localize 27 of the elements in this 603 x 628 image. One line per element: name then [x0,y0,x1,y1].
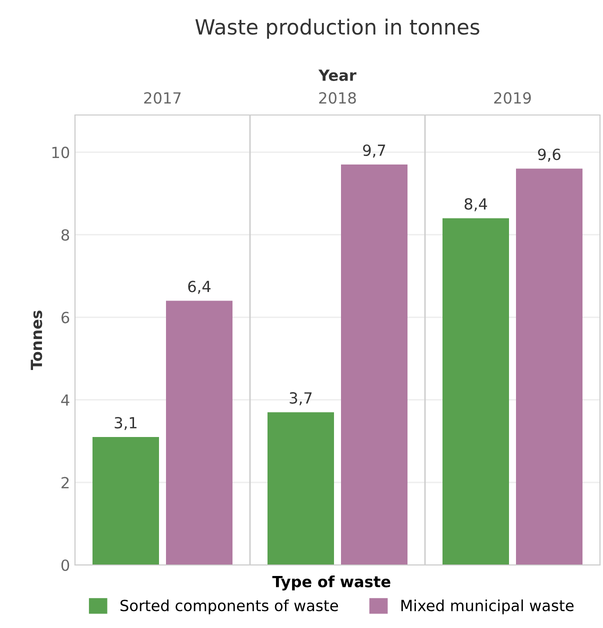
x-tick-label: 2018 [319,92,356,104]
y-tick-label: 4 [61,394,70,406]
legend-label: Mixed municipal waste [401,599,574,614]
legend-label: Sorted components of waste [120,599,338,614]
data-label: 3,1 [114,416,136,430]
bar [442,218,509,565]
bar [268,412,334,565]
x-tick-label: 2019 [494,92,531,104]
data-label: 9,6 [538,148,560,162]
data-label: 3,7 [290,392,312,406]
x-tick-label: 2017 [144,92,181,104]
bar [166,300,232,565]
y-tick-label: 2 [62,476,69,488]
y-tick-label: 8 [61,229,70,241]
bar [516,168,582,565]
data-label: 6,4 [188,280,211,294]
y-tick-label: 0 [61,559,70,572]
data-label: 8,4 [464,198,488,212]
bar [341,164,408,565]
y-tick-label: 10 [52,146,70,158]
data-label: 9,7 [363,144,386,158]
legend-title: Type of waste [272,576,390,590]
y-tick-label: 6 [61,312,70,324]
bar [92,437,159,565]
chart-title: Waste production in tonnes [195,18,480,39]
y-axis-title: Tonnes [30,310,42,370]
x-axis-title: Year [318,70,356,81]
